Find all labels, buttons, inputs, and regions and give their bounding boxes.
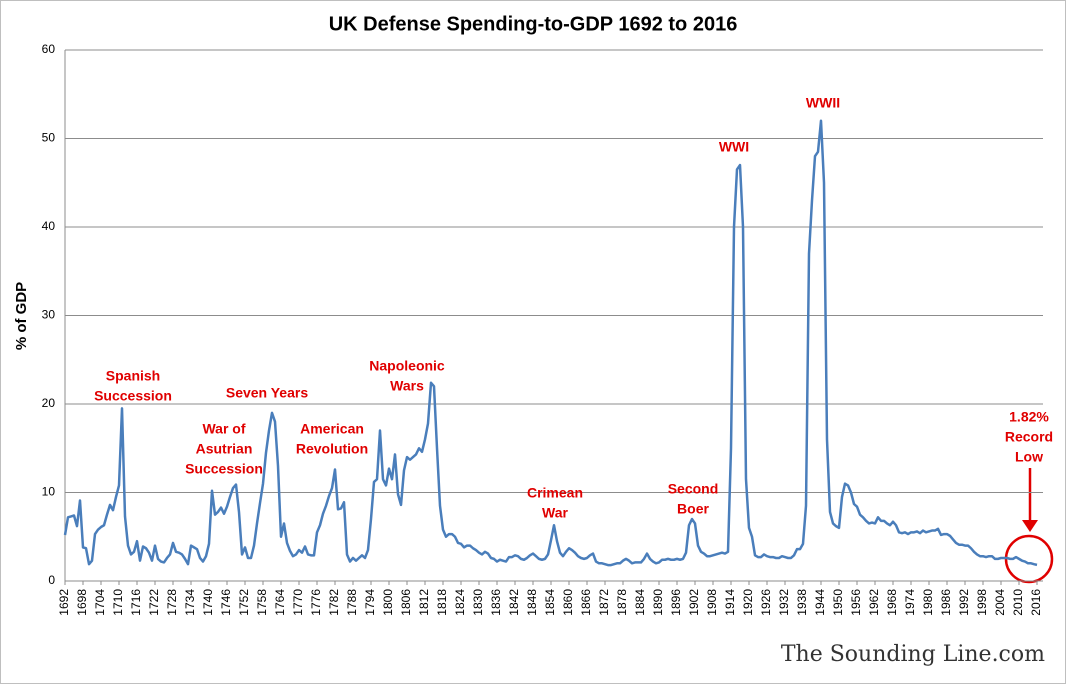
y-axis-label: % of GDP: [13, 282, 30, 350]
x-tick-label: 2004: [993, 589, 1007, 616]
x-tick-label: 1746: [219, 589, 233, 616]
x-tick-label: 1740: [201, 589, 215, 616]
x-tick-label: 1836: [489, 589, 503, 616]
x-tick-label: 1980: [921, 589, 935, 616]
annotation: Seven Years: [226, 385, 308, 401]
annotation: Crimean: [527, 485, 583, 501]
x-tick-label: 2010: [1011, 589, 1025, 616]
x-tick-label: 1722: [147, 589, 161, 616]
annotation: American: [300, 421, 364, 437]
x-tick-label: 1788: [345, 589, 359, 616]
x-tick-label: 1920: [741, 589, 755, 616]
annotation: WWII: [806, 95, 840, 111]
x-tick-label: 1842: [507, 589, 521, 616]
annotation: War: [542, 505, 568, 521]
y-tick-label: 40: [42, 219, 56, 233]
x-tick-label: 1938: [795, 589, 809, 616]
annotation: Wars: [390, 378, 424, 394]
annotation: Napoleonic: [369, 358, 445, 374]
y-tick-label: 30: [42, 308, 56, 322]
x-tick-label: 1812: [417, 589, 431, 616]
annotation: Second: [668, 481, 719, 497]
x-tick-label: 1710: [111, 589, 125, 616]
arrow-head: [1022, 520, 1038, 532]
x-tick-label: 1992: [957, 589, 971, 616]
x-tick-label: 1770: [291, 589, 305, 616]
x-tick-label: 1758: [255, 589, 269, 616]
annotation: Record: [1005, 429, 1053, 445]
watermark: The Sounding Line.com: [781, 642, 1045, 667]
annotation: Succession: [185, 461, 263, 477]
y-tick-label: 20: [42, 396, 56, 410]
x-tick-label: 1866: [579, 589, 593, 616]
x-tick-label: 1902: [687, 589, 701, 616]
x-tick-label: 1782: [327, 589, 341, 616]
x-tick-label: 1704: [93, 589, 107, 616]
annotation: Asutrian: [196, 441, 253, 457]
x-tick-label: 1764: [273, 589, 287, 616]
x-tick-label: 1968: [885, 589, 899, 616]
annotation: Boer: [677, 501, 709, 517]
x-tick-label: 1896: [669, 589, 683, 616]
x-tick-label: 1728: [165, 589, 179, 616]
x-tick-label: 1824: [453, 589, 467, 616]
annotation: Succession: [94, 388, 172, 404]
y-tick-label: 10: [42, 485, 56, 499]
x-tick-label: 1752: [237, 589, 251, 616]
data-line: [63, 119, 1038, 567]
x-tick-label: 1872: [597, 589, 611, 616]
annotation: War of: [202, 421, 245, 437]
x-tick-label: 1914: [723, 589, 737, 616]
x-tick-label: 1830: [471, 589, 485, 616]
x-tick-label: 1776: [309, 589, 323, 616]
x-tick-label: 1716: [129, 589, 143, 616]
x-tick-label: 1998: [975, 589, 989, 616]
x-tick-label: 1860: [561, 589, 575, 616]
y-tick-label: 60: [42, 42, 56, 56]
x-tick-label: 1956: [849, 589, 863, 616]
x-tick-label: 1848: [525, 589, 539, 616]
x-tick-label: 1986: [939, 589, 953, 616]
chart-title: UK Defense Spending-to-GDP 1692 to 2016: [329, 13, 738, 35]
x-tick-label: 2016: [1029, 589, 1043, 616]
annotation: Revolution: [296, 441, 368, 457]
x-tick-label: 1818: [435, 589, 449, 616]
y-tick-label: 0: [48, 573, 55, 587]
y-tick-label: 50: [42, 131, 56, 145]
x-tick-label: 1944: [813, 589, 827, 616]
x-tick-label: 1884: [633, 589, 647, 616]
x-tick-label: 1890: [651, 589, 665, 616]
x-tick-label: 1932: [777, 589, 791, 616]
x-tick-label: 1962: [867, 589, 881, 616]
annotation: WWI: [719, 139, 749, 155]
x-tick-label: 1908: [705, 589, 719, 616]
annotation: Low: [1015, 449, 1043, 465]
annotation: Spanish: [106, 368, 160, 384]
x-tick-label: 1878: [615, 589, 629, 616]
x-tick-label: 1974: [903, 589, 917, 616]
x-tick-label: 1926: [759, 589, 773, 616]
annotation: 1.82%: [1009, 409, 1049, 425]
x-tick-label: 1692: [57, 589, 71, 616]
x-tick-label: 1806: [399, 589, 413, 616]
x-tick-label: 1854: [543, 589, 557, 616]
x-tick-label: 1950: [831, 589, 845, 616]
x-tick-label: 1698: [75, 589, 89, 616]
x-tick-label: 1794: [363, 589, 377, 616]
x-tick-label: 1734: [183, 589, 197, 616]
x-tick-label: 1800: [381, 589, 395, 616]
